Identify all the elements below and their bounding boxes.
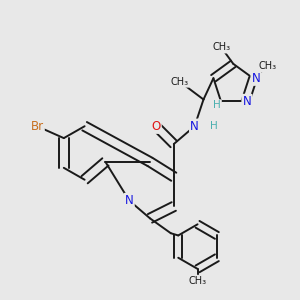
Text: H: H [210, 121, 218, 131]
Text: N: N [125, 194, 134, 207]
Text: CH₃: CH₃ [259, 61, 277, 71]
Text: CH₃: CH₃ [212, 43, 230, 52]
Text: N: N [252, 72, 260, 85]
Text: N: N [243, 95, 251, 108]
Text: N: N [190, 120, 199, 133]
Text: CH₃: CH₃ [188, 276, 207, 286]
Text: CH₃: CH₃ [171, 76, 189, 87]
Text: H: H [213, 100, 221, 110]
Text: O: O [151, 120, 160, 133]
Text: Br: Br [31, 120, 44, 133]
